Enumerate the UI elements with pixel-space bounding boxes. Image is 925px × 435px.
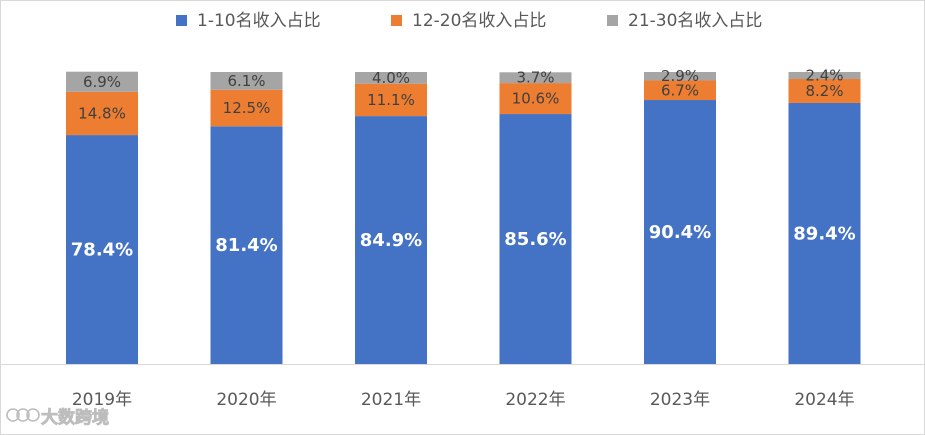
bar-segment: [355, 116, 427, 364]
bar-segment: [355, 72, 427, 84]
x-tick-label: 2021年: [361, 390, 421, 410]
bar-segment: [66, 91, 138, 136]
bar-segment: [499, 72, 572, 84]
bar-segment: [210, 72, 283, 90]
bar-segment: [499, 83, 572, 115]
bar-segment: [66, 135, 138, 364]
x-axis-ticks: 2019年 2020年 2021年 2022年 2023年 2024年: [72, 390, 855, 410]
data-label: 85.6%: [504, 229, 566, 250]
data-label: 10.6%: [512, 90, 560, 108]
data-label: 12.5%: [223, 99, 271, 117]
data-label: 11.1%: [367, 91, 415, 109]
bar-segment: [499, 114, 572, 364]
bar-segment: [644, 72, 716, 81]
bar-segment: [788, 72, 861, 80]
data-label: 2.9%: [661, 67, 699, 85]
x-tick-label: 2020年: [216, 390, 276, 410]
data-label: 84.9%: [360, 230, 422, 251]
legend-swatch-3: [607, 15, 618, 26]
data-label: 6.1%: [227, 72, 265, 90]
legend-swatch-2: [391, 15, 402, 26]
legend-label-3: 21-30名收入占比: [628, 11, 762, 31]
watermark: 大数跨境: [6, 407, 109, 428]
legend-swatch-1: [176, 15, 187, 26]
bar-segment: [788, 102, 861, 365]
bar-segment: [355, 83, 427, 117]
bar-segment: [788, 79, 861, 103]
data-label: 81.4%: [215, 235, 277, 256]
data-label: 89.4%: [793, 223, 855, 244]
watermark-text: 大数跨境: [41, 407, 109, 428]
data-label: 8.2%: [805, 82, 843, 100]
data-label: 14.8%: [78, 104, 126, 122]
legend: 1-10名收入占比 12-20名收入占比 21-30名收入占比: [176, 11, 762, 31]
x-tick-label: 2019年: [72, 390, 132, 410]
data-label: 78.4%: [71, 240, 133, 261]
data-label: 2.4%: [805, 67, 843, 85]
x-tick-label: 2022年: [505, 390, 565, 410]
bars-group: 78.4% 14.8% 6.9% 81.4% 12.5% 6.1% 84.9% 11.1% 4.…: [66, 67, 861, 365]
bar-segment: [66, 71, 138, 92]
brand-logo-icon: [6, 408, 40, 422]
bar-segment: [644, 80, 716, 101]
x-tick-label: 2024年: [794, 390, 854, 410]
data-label: 90.4%: [649, 222, 711, 243]
legend-label-1: 1-10名收入占比: [197, 11, 321, 31]
x-tick-label: 2023年: [650, 390, 710, 410]
data-label: 4.0%: [372, 69, 410, 87]
bar-segment: [644, 100, 716, 365]
data-label: 6.7%: [661, 81, 699, 99]
bar-segment: [210, 89, 283, 127]
legend-label-2: 12-20名收入占比: [412, 11, 546, 31]
bar-segment: [210, 126, 283, 364]
data-label: 3.7%: [516, 69, 554, 87]
data-label: 6.9%: [83, 73, 121, 91]
